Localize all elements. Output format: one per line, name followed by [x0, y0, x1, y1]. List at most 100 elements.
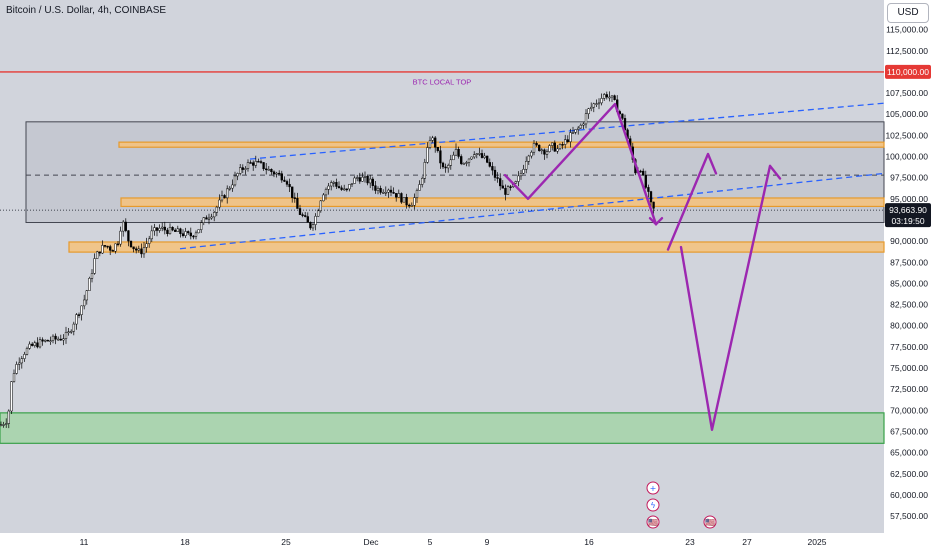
candle-body [70, 330, 73, 333]
x-tick-label: 9 [485, 537, 490, 547]
candle-body [444, 166, 447, 169]
candle-body [98, 251, 101, 254]
candle-body [88, 278, 91, 291]
candle-body [12, 373, 16, 382]
candle-body [215, 206, 218, 213]
candle-body [462, 163, 465, 165]
y-tick-label: 112,500.00 [886, 46, 928, 56]
y-tick-label: 75,000.00 [890, 363, 928, 373]
orange-zone-middle [120, 197, 885, 208]
flag-event-icon-2-glyph: 🇺🇸 [705, 518, 715, 527]
orange-zone-lower [68, 241, 885, 253]
candle-body [415, 190, 419, 198]
candle-body [174, 229, 177, 232]
candle-body [18, 362, 21, 365]
last-price-timer: 03:19:50 [891, 216, 924, 226]
candle-body [480, 153, 484, 158]
candle-body [298, 208, 302, 215]
candle-body [301, 214, 304, 216]
candle-body [564, 139, 567, 145]
candle-body [527, 155, 530, 162]
candle-body [36, 342, 39, 348]
candle-body [80, 305, 83, 315]
candle-body [504, 188, 507, 195]
candle-body [116, 243, 120, 246]
candle-body [470, 156, 473, 160]
candle-body [38, 339, 42, 348]
candle-body [356, 177, 359, 179]
projection-path-dip [679, 164, 782, 431]
candle-body [205, 217, 208, 220]
candle-body [296, 198, 299, 209]
candle-body [262, 162, 265, 170]
candle-body [454, 149, 458, 156]
projection-path-bounce [666, 152, 718, 251]
x-tick-label: 27 [742, 537, 752, 547]
candle-body [135, 248, 138, 251]
candle-body [304, 215, 307, 217]
candle-body [473, 154, 476, 158]
resistance-price-tag-text: 110,000.00 [887, 67, 929, 77]
candle-body [496, 177, 499, 179]
candle-body [548, 145, 551, 152]
candle-body [441, 162, 445, 168]
candle-body [10, 381, 13, 412]
candle-body [426, 147, 429, 163]
currency-button[interactable]: USD [887, 3, 929, 23]
candle-body [335, 182, 338, 187]
candle-body [189, 232, 192, 237]
candle-body [241, 167, 244, 170]
candle-body [267, 169, 270, 171]
flag-event-icon [646, 515, 660, 529]
candle-body [31, 343, 34, 346]
candle-body [103, 245, 107, 247]
resistance-price-tag [885, 64, 931, 79]
plot-background [0, 0, 884, 533]
y-tick-label: 97,500.00 [890, 173, 928, 183]
candle-body [119, 230, 122, 245]
candle-body [556, 148, 559, 152]
candle-body [647, 187, 650, 192]
range-channel-box [25, 121, 885, 224]
candle-body [522, 168, 525, 174]
candle-body [642, 170, 645, 176]
candle-body [595, 103, 598, 105]
projection-arrowhead-down [648, 216, 664, 226]
candle-body [374, 185, 377, 191]
candle-body [402, 197, 406, 203]
y-tick-label: 87,500.00 [890, 257, 928, 267]
candle-body [392, 192, 395, 194]
candle-body [397, 193, 400, 198]
candle-body [483, 155, 486, 158]
candle-body [535, 143, 538, 146]
upper-trend-line [249, 102, 885, 160]
candle-body [176, 228, 179, 232]
candle-body [389, 189, 393, 193]
y-tick-label: 90,000.00 [890, 236, 928, 246]
candle-body [83, 299, 86, 307]
candle-body [608, 96, 611, 99]
candle-body [283, 179, 286, 182]
candle-body [93, 258, 96, 274]
candle-body [361, 176, 364, 182]
candle-body [161, 226, 164, 229]
x-tick-label: 5 [428, 537, 433, 547]
candle-body [395, 193, 398, 198]
candle-body [155, 227, 159, 231]
candle-body [605, 94, 608, 98]
candle-body [384, 191, 387, 194]
candle-body [330, 182, 333, 187]
y-tick-label: 107,500.00 [885, 88, 928, 98]
candle-body [140, 248, 143, 255]
x-tick-label: 25 [281, 537, 291, 547]
candle-body [111, 250, 114, 252]
candle-body [280, 173, 283, 181]
candle-body [181, 233, 185, 236]
candle-body [603, 94, 606, 99]
candle-body [236, 173, 239, 177]
candle-body [379, 188, 382, 193]
candle-body [366, 175, 369, 184]
candle-body [369, 178, 372, 184]
candle-body [639, 170, 642, 173]
